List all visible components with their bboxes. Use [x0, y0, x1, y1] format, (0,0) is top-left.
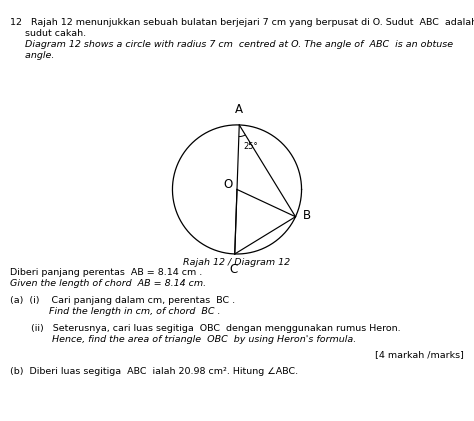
Text: Rajah 12 / Diagram 12: Rajah 12 / Diagram 12 — [183, 258, 291, 267]
Text: Hence, find the area of triangle  OBC  by using Heron's formula.: Hence, find the area of triangle OBC by … — [10, 335, 356, 344]
Text: O: O — [223, 178, 232, 191]
Text: (a)  (i)    Cari panjang dalam cm, perentas  BC .: (a) (i) Cari panjang dalam cm, perentas … — [10, 296, 235, 305]
Text: Given the length of chord  AB = 8.14 cm.: Given the length of chord AB = 8.14 cm. — [10, 279, 206, 288]
Text: (b)  Diberi luas segitiga  ABC  ialah 20.98 cm². Hitung ∠ABC.: (b) Diberi luas segitiga ABC ialah 20.98… — [10, 367, 298, 376]
Text: sudut cakah.: sudut cakah. — [10, 29, 86, 38]
Text: A: A — [235, 103, 243, 116]
Text: B: B — [303, 209, 311, 222]
Text: 25°: 25° — [244, 142, 258, 152]
Text: Find the length in cm, of chord  BC .: Find the length in cm, of chord BC . — [10, 307, 220, 316]
Text: 12   Rajah 12 menunjukkan sebuah bulatan berjejari 7 cm yang berpusat di O. Sudu: 12 Rajah 12 menunjukkan sebuah bulatan b… — [10, 18, 474, 27]
Text: [4 markah /marks]: [4 markah /marks] — [375, 350, 464, 359]
Text: (ii)   Seterusnya, cari luas segitiga  OBC  dengan menggunakan rumus Heron.: (ii) Seterusnya, cari luas segitiga OBC … — [10, 324, 401, 333]
Text: Diberi panjang perentas  AB = 8.14 cm .: Diberi panjang perentas AB = 8.14 cm . — [10, 268, 202, 277]
Text: Diagram 12 shows a circle with radius 7 cm  centred at O. The angle of  ABC  is : Diagram 12 shows a circle with radius 7 … — [10, 40, 453, 49]
Text: C: C — [229, 263, 237, 276]
Text: angle.: angle. — [10, 51, 55, 60]
